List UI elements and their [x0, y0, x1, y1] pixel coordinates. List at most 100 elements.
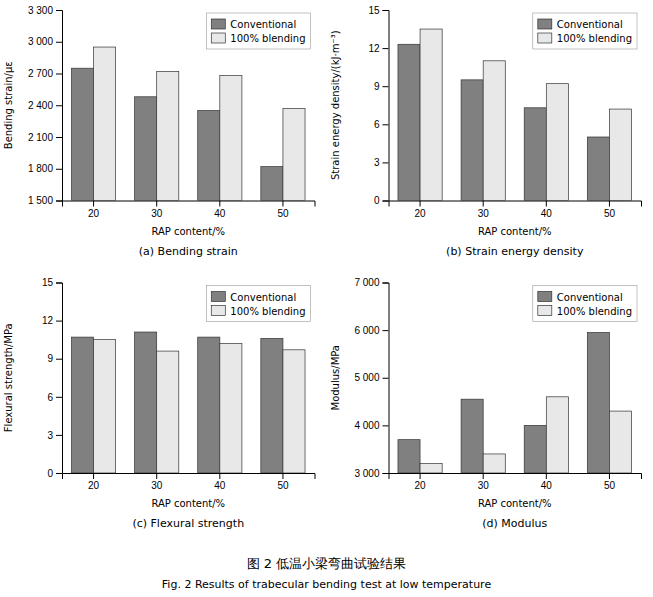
legend-label: Conventional	[557, 19, 623, 30]
legend-swatch	[211, 306, 225, 316]
bar	[398, 44, 420, 200]
legend-swatch	[211, 19, 225, 29]
tick: 3 300	[28, 5, 62, 16]
tick-label: 12	[42, 315, 54, 326]
tick: 30	[478, 201, 490, 219]
tick: 40	[541, 201, 553, 219]
tick-mark	[383, 330, 389, 331]
tick-mark	[383, 473, 389, 474]
legend: Conventional 100% blending	[533, 13, 637, 49]
tick-label: 50	[277, 208, 289, 219]
bar	[198, 111, 220, 201]
tick: 6 000	[354, 325, 388, 336]
tick: 3	[47, 430, 62, 441]
bar	[461, 80, 483, 201]
bar	[546, 84, 568, 201]
tick-mark	[56, 42, 62, 43]
tick-mark	[282, 473, 283, 479]
tick-label: 0	[47, 468, 53, 479]
axis-line	[383, 11, 390, 202]
bar	[157, 351, 179, 473]
tick: 1 800	[28, 163, 62, 174]
bar	[524, 108, 546, 201]
tick: 20	[88, 473, 100, 491]
axis-line	[389, 201, 642, 207]
tick-label: 40	[214, 480, 226, 491]
tick-mark	[56, 169, 62, 170]
tick-label: 2 400	[28, 100, 53, 111]
legend: Conventional100% blending	[206, 286, 310, 322]
bar	[157, 71, 179, 200]
axis-line	[63, 474, 316, 480]
bar	[609, 411, 631, 473]
tick-mark	[156, 473, 157, 479]
bar	[71, 337, 93, 473]
panel: 0369121520304050RAP content/%Flexural st…	[3, 277, 315, 530]
tick-mark	[609, 201, 610, 207]
tick: 30	[478, 473, 490, 491]
tick-label: 9	[374, 81, 380, 92]
tick-label: 9	[47, 353, 53, 364]
tick-label: 30	[151, 208, 163, 219]
bar	[283, 108, 305, 200]
plot-area: 1 5001 8002 1002 4002 7003 0003 30020304…	[3, 5, 315, 258]
x-axis: 20304050	[389, 201, 642, 219]
tick: 12	[368, 43, 388, 54]
bar	[461, 399, 483, 473]
tick-label: 40	[214, 208, 226, 219]
subplot-title: (a) Bending strain	[139, 245, 238, 258]
chart: 1 5001 8002 1002 4002 7003 0003 30020304…	[0, 0, 653, 597]
subplot-title: (b) Strain energy density	[446, 245, 584, 258]
bar	[483, 454, 505, 473]
tick-label: 3 300	[28, 5, 53, 16]
figure-subtitle: Fig. 2 Results of trabecular bending tes…	[162, 578, 492, 591]
legend-swatch	[538, 306, 552, 316]
tick: 50	[277, 473, 289, 491]
bar	[283, 350, 305, 473]
legend-swatch	[211, 292, 225, 302]
legend-box	[533, 13, 637, 49]
tick: 15	[42, 277, 62, 288]
legend-box	[533, 286, 637, 322]
axis-line	[389, 474, 642, 480]
tick-mark	[56, 201, 62, 202]
tick: 50	[277, 201, 289, 219]
tick: 6	[47, 392, 62, 403]
y-axis-label: Bending strain/με	[3, 61, 14, 149]
tick-mark	[56, 10, 62, 11]
tick: 2 400	[28, 100, 62, 111]
x-axis: 20304050	[389, 473, 642, 491]
tick-mark	[56, 105, 62, 106]
tick-mark	[93, 201, 94, 207]
tick-mark	[93, 473, 94, 479]
y-axis: 03691215	[368, 5, 389, 207]
bar	[220, 76, 242, 201]
axis-line	[56, 11, 63, 202]
legend-label: 100% blending	[230, 33, 305, 44]
tick-label: 6	[47, 392, 53, 403]
tick: 12	[42, 315, 62, 326]
tick-mark	[156, 201, 157, 207]
legend-swatch	[211, 33, 225, 43]
tick-mark	[383, 124, 389, 125]
tick: 2 100	[28, 132, 62, 143]
legend-label: 100% blending	[557, 33, 632, 44]
bar	[135, 332, 157, 473]
plot-area: 3 0004 0005 0006 0007 00020304050RAP con…	[330, 277, 642, 530]
x-axis-label: RAP content/%	[151, 226, 225, 237]
tick-mark	[383, 283, 389, 284]
tick-label: 6	[374, 119, 380, 130]
tick-label: 4 000	[354, 420, 379, 431]
tick-label: 1 500	[28, 195, 53, 206]
tick-mark	[483, 201, 484, 207]
tick-label: 15	[368, 5, 380, 16]
tick-label: 50	[604, 208, 616, 219]
tick-label: 50	[604, 480, 616, 491]
tick-mark	[546, 201, 547, 207]
tick-mark	[383, 425, 389, 426]
bar	[609, 109, 631, 200]
tick-mark	[483, 473, 484, 479]
x-axis-label: RAP content/%	[478, 498, 552, 509]
panel: 3 0004 0005 0006 0007 00020304050RAP con…	[330, 277, 642, 530]
bar	[71, 68, 93, 200]
